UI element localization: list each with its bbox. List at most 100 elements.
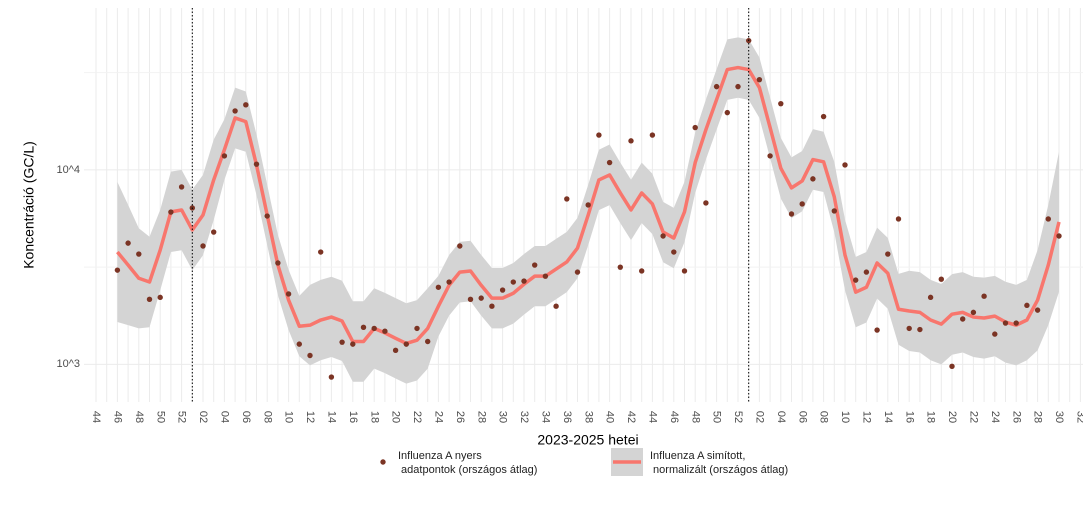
data-point xyxy=(596,132,602,138)
data-point xyxy=(617,264,623,270)
data-point xyxy=(467,296,474,302)
x-tick-label: 20 xyxy=(946,411,958,423)
data-point xyxy=(778,100,784,107)
data-point xyxy=(949,363,955,369)
x-tick-label: 18 xyxy=(368,411,380,423)
data-point xyxy=(435,284,442,290)
y-tick-label: 10^3 xyxy=(56,358,80,370)
data-point xyxy=(339,339,345,345)
data-point xyxy=(318,249,324,255)
x-tick-label: 06 xyxy=(240,411,252,423)
data-point xyxy=(671,249,677,255)
legend-label: Influenza A simított, normalizált (orszá… xyxy=(650,450,789,476)
data-point xyxy=(478,295,484,301)
data-point xyxy=(574,269,581,275)
data-point xyxy=(639,268,645,274)
data-point xyxy=(606,159,613,166)
x-tick-label: 50 xyxy=(154,411,166,423)
data-point xyxy=(510,279,516,285)
data-point xyxy=(542,273,549,279)
data-point xyxy=(403,341,409,347)
data-point xyxy=(178,184,185,190)
smoothed-line xyxy=(116,65,1061,346)
x-tick-label: 38 xyxy=(582,411,594,423)
x-tick-label: 44 xyxy=(90,411,102,423)
data-point xyxy=(799,201,805,207)
x-tick-label: 12 xyxy=(860,411,872,423)
data-point xyxy=(970,309,977,316)
data-point xyxy=(1056,233,1062,239)
data-point xyxy=(125,240,131,246)
data-point xyxy=(350,341,356,347)
legend-label: Influenza A nyers adatpontok (országos á… xyxy=(398,450,538,476)
data-point xyxy=(874,327,880,333)
data-point xyxy=(499,287,506,293)
data-point xyxy=(382,328,388,334)
x-tick-label: 36 xyxy=(561,411,573,423)
data-point xyxy=(136,251,142,257)
x-tick-label: 46 xyxy=(668,411,680,423)
data-point xyxy=(146,296,153,302)
x-tick-label: 08 xyxy=(261,411,273,423)
data-point xyxy=(992,331,998,337)
data-point xyxy=(853,277,859,283)
data-point xyxy=(157,294,163,301)
x-tick-label: 02 xyxy=(753,411,765,423)
data-point xyxy=(521,278,527,284)
x-tick-label: 26 xyxy=(454,411,466,423)
data-point xyxy=(810,176,816,182)
x-tick-label: 10 xyxy=(283,411,295,423)
x-tick-label: 02 xyxy=(197,411,209,423)
data-point xyxy=(1034,307,1041,313)
data-point xyxy=(820,113,827,120)
data-point xyxy=(767,153,773,159)
legend-symbol xyxy=(380,459,386,465)
data-point xyxy=(1024,302,1030,309)
x-tick-label: 24 xyxy=(989,411,1001,423)
x-tick-label: 14 xyxy=(882,411,894,423)
data-point xyxy=(457,243,463,249)
data-point xyxy=(221,153,228,159)
x-tick-label: 22 xyxy=(967,411,979,423)
x-tick-label: 04 xyxy=(218,411,230,423)
x-tick-label: 44 xyxy=(646,411,658,423)
x-tick-label: 04 xyxy=(775,411,787,423)
data-point xyxy=(200,243,206,249)
data-point xyxy=(232,108,238,114)
x-tick-label: 42 xyxy=(625,411,637,423)
data-point xyxy=(649,132,656,138)
data-point xyxy=(927,294,934,301)
x-tick-label: 30 xyxy=(1053,411,1065,423)
data-point xyxy=(285,291,292,297)
x-tick-label: 26 xyxy=(1010,411,1022,423)
x-tick-label: 34 xyxy=(539,411,551,423)
x-tick-label: 46 xyxy=(111,411,123,423)
data-point xyxy=(788,211,795,217)
x-tick-label: 24 xyxy=(432,411,444,423)
data-point xyxy=(906,325,912,332)
x-tick-label: 40 xyxy=(604,411,616,423)
data-point xyxy=(863,269,870,275)
x-tick-label: 12 xyxy=(304,411,316,423)
data-point xyxy=(917,326,923,333)
x-tick-label: 22 xyxy=(411,411,423,423)
x-tick-label: 32 xyxy=(518,411,530,423)
data-point xyxy=(681,268,688,274)
data-point xyxy=(275,260,281,266)
data-point xyxy=(831,208,837,214)
x-tick-label: 28 xyxy=(475,411,487,423)
x-tick-label: 10 xyxy=(839,411,851,423)
plot-area xyxy=(84,8,1083,402)
data-point xyxy=(360,324,367,331)
x-tick-label: 28 xyxy=(1032,411,1044,423)
data-point xyxy=(264,213,270,219)
x-tick-label: 30 xyxy=(497,411,509,423)
y-axis-title: Koncentráció (GC/L) xyxy=(21,141,37,269)
x-tick-label: 16 xyxy=(347,411,359,423)
data-point xyxy=(564,196,570,202)
data-point xyxy=(895,216,902,222)
data-point xyxy=(211,229,217,235)
data-point xyxy=(414,325,420,332)
x-tick-label: 50 xyxy=(711,411,723,423)
